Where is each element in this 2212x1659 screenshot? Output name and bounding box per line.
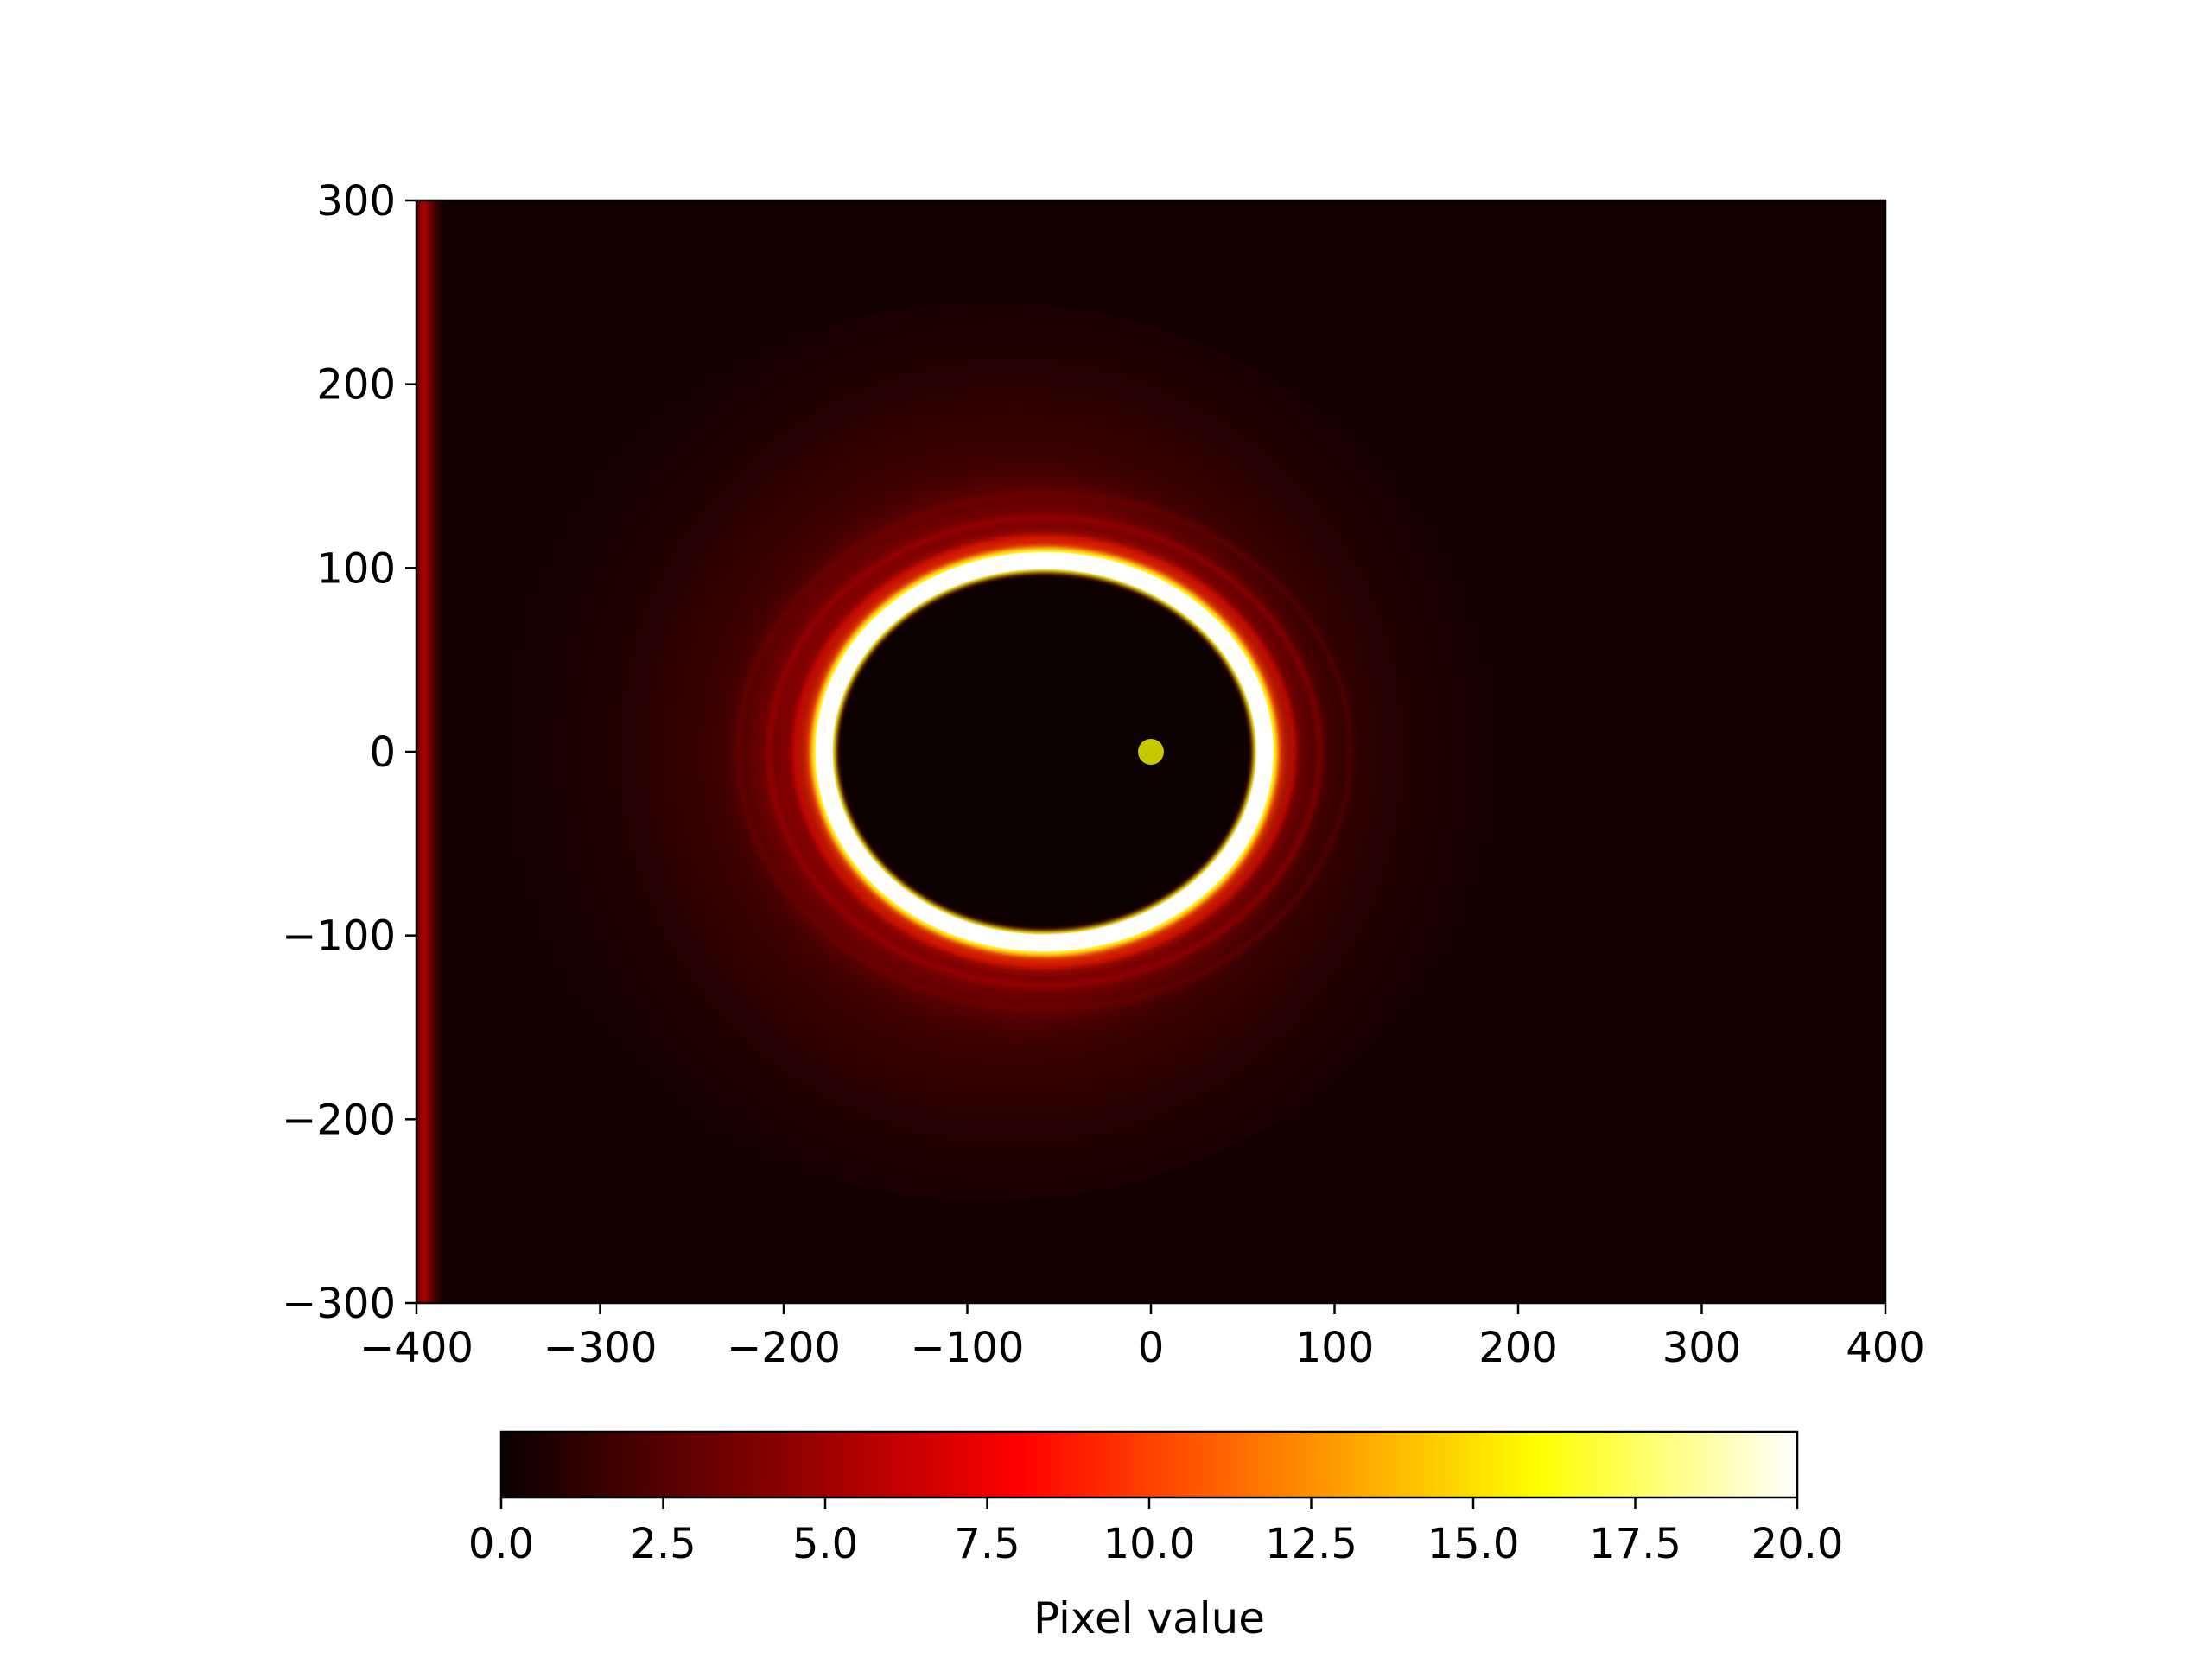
ripple-arc bbox=[766, 515, 1323, 988]
colorbar-tick-label: 0.0 bbox=[468, 1520, 534, 1568]
y-tick-label: 0 bbox=[369, 728, 396, 777]
x-tick-label: −300 bbox=[543, 1324, 658, 1372]
colorbar-label: Pixel value bbox=[1033, 1593, 1265, 1643]
y-tick-label: 200 bbox=[316, 361, 396, 410]
y-tick-label: −300 bbox=[282, 1280, 396, 1328]
heatmap-area bbox=[416, 200, 1885, 1303]
colorbar-tick-label: 17.5 bbox=[1589, 1520, 1681, 1568]
colorbar bbox=[499, 1430, 1799, 1499]
x-tick-label: 300 bbox=[1662, 1324, 1742, 1372]
colorbar-tick-label: 7.5 bbox=[954, 1520, 1020, 1568]
ring-peak bbox=[815, 551, 1274, 952]
center-marker bbox=[1138, 739, 1164, 765]
heatmap-ring bbox=[804, 540, 1285, 963]
x-tick-label: −400 bbox=[359, 1324, 474, 1372]
x-tick-label: −200 bbox=[727, 1324, 841, 1372]
y-tick-label: 300 bbox=[316, 177, 396, 226]
colorbar-tick-label: 2.5 bbox=[630, 1520, 696, 1568]
x-tick-label: 200 bbox=[1478, 1324, 1558, 1372]
colorbar-tick-label: 12.5 bbox=[1265, 1520, 1357, 1568]
y-tick-label: −100 bbox=[282, 912, 396, 961]
ring-interior bbox=[836, 572, 1253, 931]
ripple-arc bbox=[735, 491, 1354, 1013]
colorbar-tick-label: 10.0 bbox=[1103, 1520, 1196, 1568]
colorbar-tick-label: 5.0 bbox=[792, 1520, 858, 1568]
y-axis: 300 200 100 0 −100 −200 −300 bbox=[282, 177, 416, 1328]
x-tick-label: 100 bbox=[1295, 1324, 1375, 1372]
colorbar-ticks: 0.0 2.5 5.0 7.5 10.0 12.5 15.0 17.5 20.0 bbox=[468, 1497, 1844, 1568]
y-tick-label: 100 bbox=[316, 544, 396, 593]
colorbar-tick-label: 15.0 bbox=[1427, 1520, 1520, 1568]
x-tick-label: 0 bbox=[1138, 1324, 1165, 1372]
heatmap-left-edge bbox=[416, 200, 446, 1303]
x-axis: −400 −300 −200 −100 0 100 200 300 400 bbox=[359, 1303, 1925, 1372]
ripple-arc bbox=[792, 535, 1296, 969]
colorbar-tick-label: 20.0 bbox=[1751, 1520, 1844, 1568]
x-tick-label: −100 bbox=[911, 1324, 1025, 1372]
x-tick-label: 400 bbox=[1846, 1324, 1925, 1372]
y-tick-label: −200 bbox=[282, 1096, 396, 1144]
